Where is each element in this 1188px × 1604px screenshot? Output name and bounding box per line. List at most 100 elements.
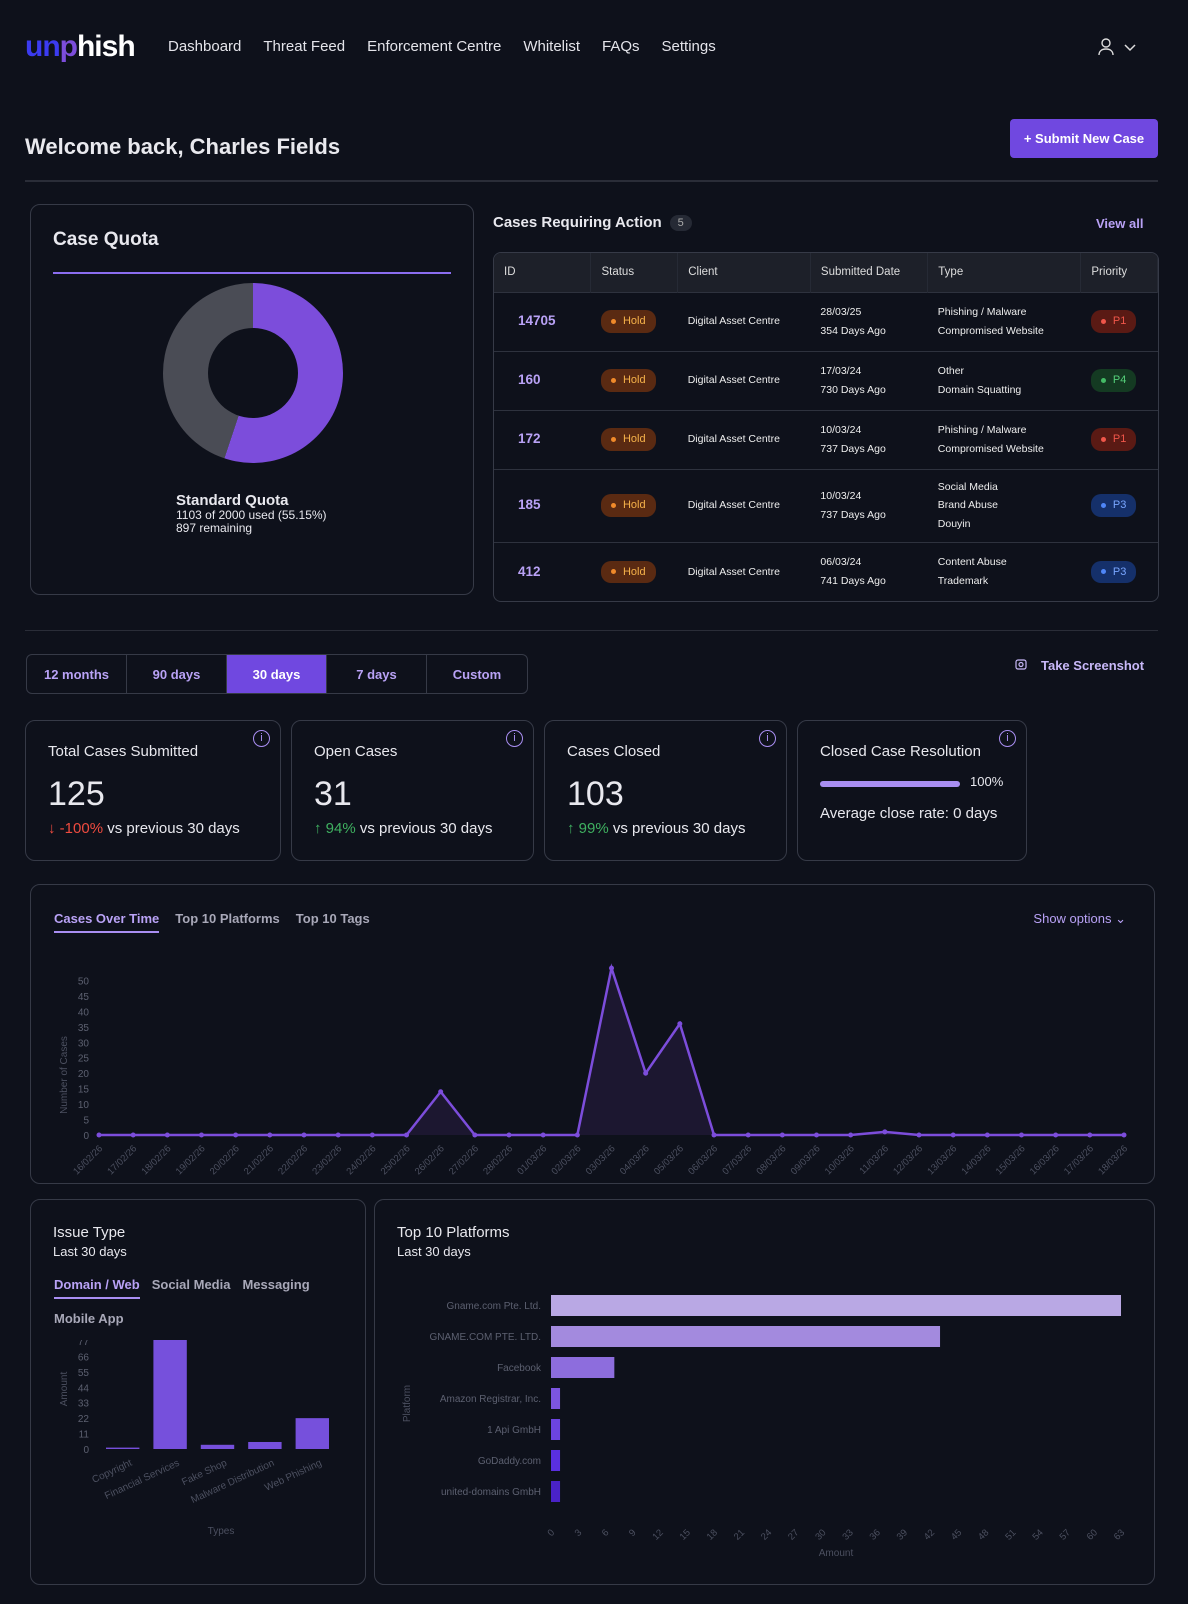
status-label: Hold bbox=[622, 374, 646, 387]
bar[interactable] bbox=[248, 1441, 282, 1449]
period-tab-custom[interactable]: Custom bbox=[452, 666, 502, 682]
data-point[interactable] bbox=[848, 1132, 854, 1138]
nav-enforcement-centre[interactable]: Enforcement Centre bbox=[367, 38, 502, 55]
view-all-link[interactable]: View all bbox=[1096, 216, 1144, 231]
data-point[interactable] bbox=[1121, 1132, 1127, 1138]
x-tick-label: 01/03/26 bbox=[515, 1143, 549, 1177]
bar[interactable] bbox=[551, 1357, 615, 1378]
bar[interactable] bbox=[551, 1419, 561, 1440]
period-tab-90-days[interactable]: 90 days bbox=[127, 655, 227, 693]
data-point[interactable] bbox=[1087, 1132, 1093, 1138]
unphish-logo[interactable]: unphish bbox=[25, 30, 136, 63]
period-tab-7-days[interactable]: 7 days bbox=[327, 655, 427, 693]
stat-card: Total Cases Submitted i 125 ↓ -100% vs prev… bbox=[25, 720, 281, 861]
case-id[interactable]: 172 bbox=[494, 409, 591, 469]
table-row[interactable]: 185 Hold Digital Asset Centre 10/03/24 73… bbox=[494, 468, 1158, 542]
data-point[interactable] bbox=[574, 1132, 580, 1138]
table-row[interactable]: 412 Hold Digital Asset Centre 06/03/24 74… bbox=[494, 541, 1158, 601]
data-point[interactable] bbox=[984, 1132, 990, 1138]
nav-whitelist[interactable]: Whitelist bbox=[523, 38, 581, 55]
data-point[interactable] bbox=[1053, 1132, 1059, 1138]
tab-mobile-app[interactable]: Mobile App bbox=[54, 1311, 124, 1326]
data-point[interactable] bbox=[96, 1132, 102, 1138]
bar[interactable] bbox=[153, 1340, 187, 1449]
period-tab-30-days[interactable]: 30 days bbox=[227, 655, 327, 693]
status-badge: Hold bbox=[600, 369, 656, 392]
data-point[interactable] bbox=[130, 1132, 136, 1138]
table-row[interactable]: 14705 Hold Digital Asset Centre 28/03/25… bbox=[494, 291, 1158, 351]
bar[interactable] bbox=[106, 1447, 140, 1449]
data-point[interactable] bbox=[335, 1132, 341, 1138]
info-icon[interactable]: i bbox=[253, 730, 270, 747]
data-point[interactable] bbox=[745, 1132, 751, 1138]
case-id[interactable]: 412 bbox=[494, 541, 591, 601]
priority-dot-icon bbox=[1100, 378, 1106, 383]
x-axis-label: Types bbox=[208, 1526, 235, 1537]
status-dot-icon bbox=[610, 378, 616, 383]
nav-faqs[interactable]: FAQs bbox=[602, 38, 640, 55]
status-label: Hold bbox=[622, 499, 646, 512]
case-id[interactable]: 160 bbox=[494, 350, 591, 410]
data-point[interactable] bbox=[950, 1132, 956, 1138]
nav-threat-feed[interactable]: Threat Feed bbox=[263, 38, 346, 55]
delta-suffix: vs previous 30 days bbox=[359, 820, 493, 837]
show-options-dropdown[interactable]: Show options ⌄ bbox=[1033, 911, 1126, 926]
nav-settings[interactable]: Settings bbox=[661, 38, 716, 55]
nav-dashboard[interactable]: Dashboard bbox=[168, 38, 242, 55]
data-point[interactable] bbox=[916, 1132, 922, 1138]
data-point[interactable] bbox=[404, 1132, 409, 1138]
case-id[interactable]: 185 bbox=[494, 468, 591, 542]
info-icon[interactable]: i bbox=[999, 730, 1016, 747]
data-point[interactable] bbox=[1019, 1132, 1024, 1138]
tab-social-media[interactable]: Social Media bbox=[151, 1277, 231, 1292]
data-point[interactable] bbox=[711, 1132, 717, 1138]
info-icon[interactable]: i bbox=[759, 730, 776, 747]
data-point[interactable] bbox=[540, 1132, 546, 1138]
data-point[interactable] bbox=[882, 1129, 888, 1135]
issue-type-tabs: Domain / Web Social Media Messaging Mobi… bbox=[54, 1277, 344, 1331]
bar[interactable] bbox=[551, 1450, 561, 1471]
tab-top-10-tags[interactable]: Top 10 Tags bbox=[295, 911, 370, 926]
case-id[interactable]: 14705 bbox=[494, 291, 591, 351]
submit-new-case-button[interactable]: + Submit New Case bbox=[1010, 119, 1158, 158]
x-tick-label: 21/02/26 bbox=[242, 1143, 276, 1177]
status-cell: Hold bbox=[590, 350, 678, 410]
period-tab-12-months[interactable]: 12 months bbox=[27, 655, 127, 693]
user-menu[interactable] bbox=[1098, 38, 1136, 56]
main-nav: Dashboard Threat Feed Enforcement Centre… bbox=[168, 38, 716, 55]
tab-domain-web[interactable]: Domain / Web bbox=[54, 1277, 140, 1299]
data-point[interactable] bbox=[677, 1021, 683, 1027]
bar[interactable] bbox=[551, 1326, 941, 1347]
data-point[interactable] bbox=[643, 1070, 649, 1076]
tab-cases-over-time[interactable]: Cases Over Time bbox=[54, 911, 160, 933]
x-tick-label: 54 bbox=[1030, 1527, 1045, 1542]
table-row[interactable]: 172 Hold Digital Asset Centre 10/03/24 73… bbox=[494, 409, 1158, 469]
data-point[interactable] bbox=[267, 1132, 273, 1138]
x-tick-label: 14/03/26 bbox=[960, 1143, 994, 1177]
quota-donut-chart bbox=[163, 283, 343, 463]
data-point[interactable] bbox=[233, 1132, 239, 1138]
data-point[interactable] bbox=[814, 1132, 819, 1138]
data-point[interactable] bbox=[472, 1132, 478, 1138]
bar[interactable] bbox=[200, 1444, 235, 1449]
data-point[interactable] bbox=[506, 1132, 512, 1138]
take-screenshot-button[interactable]: Take Screenshot bbox=[1015, 658, 1144, 673]
data-point[interactable] bbox=[199, 1132, 204, 1138]
table-row[interactable]: 160 Hold Digital Asset Centre 17/03/24 73… bbox=[494, 350, 1158, 410]
x-tick-label: 33 bbox=[840, 1527, 855, 1542]
top-platforms-title: Top 10 Platforms bbox=[397, 1224, 510, 1241]
user-icon bbox=[1098, 38, 1114, 56]
info-icon[interactable]: i bbox=[506, 730, 523, 747]
data-point[interactable] bbox=[301, 1132, 307, 1138]
tab-messaging[interactable]: Messaging bbox=[242, 1277, 310, 1292]
bar[interactable] bbox=[295, 1418, 329, 1449]
data-point[interactable] bbox=[779, 1132, 785, 1138]
bar[interactable] bbox=[551, 1295, 1121, 1316]
bar[interactable] bbox=[551, 1388, 561, 1409]
tab-top-10-platforms[interactable]: Top 10 Platforms bbox=[175, 911, 280, 926]
data-point[interactable] bbox=[369, 1132, 375, 1138]
data-point[interactable] bbox=[609, 965, 614, 971]
data-point[interactable] bbox=[438, 1089, 444, 1095]
data-point[interactable] bbox=[164, 1132, 170, 1138]
bar[interactable] bbox=[551, 1481, 561, 1502]
